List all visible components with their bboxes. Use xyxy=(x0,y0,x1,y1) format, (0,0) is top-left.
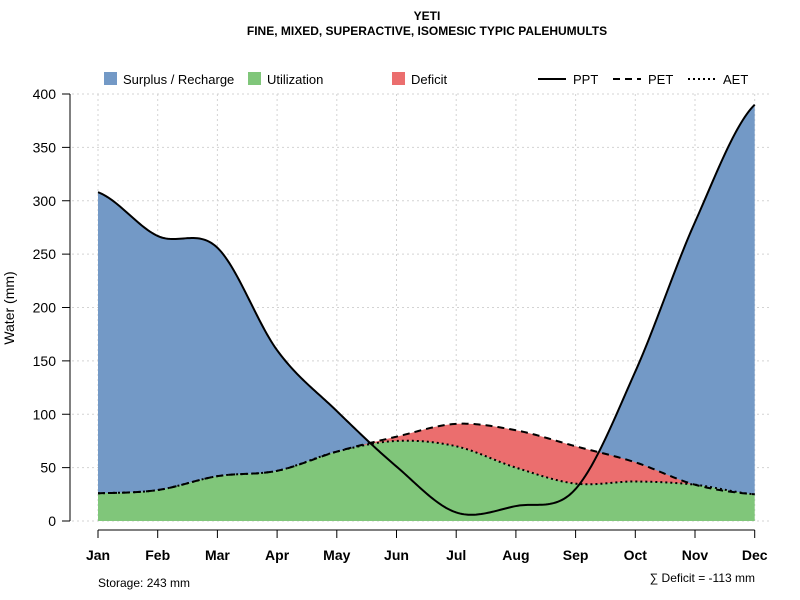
y-tick-label-50: 50 xyxy=(40,460,56,476)
legend-label-deficit: Deficit xyxy=(411,72,448,87)
y-tick-label-250: 250 xyxy=(33,246,57,262)
legend: Surplus / Recharge Utilization Deficit P… xyxy=(104,72,748,87)
y-tick-label-0: 0 xyxy=(48,513,56,529)
series-line-ppt xyxy=(97,103,756,516)
x-tick-label-may: May xyxy=(323,547,350,563)
chart-subtitle: FINE, MIXED, SUPERACTIVE, ISOMESIC TYPIC… xyxy=(247,24,607,38)
legend-swatch-surplus xyxy=(104,72,117,85)
axis-layer: 0 50 100 150 200 250 300 350 400 Jan Feb Mar Apr May J… xyxy=(33,86,768,563)
y-axis-label: Water (mm) xyxy=(1,271,17,344)
x-tick-label-jan: Jan xyxy=(86,547,110,563)
y-tick-label-400: 400 xyxy=(33,86,57,102)
deficit-area xyxy=(356,423,694,485)
x-tick-label-sep: Sep xyxy=(563,547,589,563)
legend-label-pet: PET xyxy=(648,72,673,87)
series-line-aet xyxy=(97,439,755,496)
x-tick-label-nov: Nov xyxy=(682,547,709,563)
y-tick-label-100: 100 xyxy=(33,406,57,422)
chart-title: YETI xyxy=(414,9,441,23)
x-tick-label-oct: Oct xyxy=(624,547,648,563)
x-tick-label-mar: Mar xyxy=(205,547,230,563)
y-tick-label-300: 300 xyxy=(33,193,57,209)
surplus-recharge-area xyxy=(98,104,755,495)
y-tick-label-350: 350 xyxy=(33,139,57,155)
x-tick-label-apr: Apr xyxy=(265,547,290,563)
x-tick-label-feb: Feb xyxy=(145,547,170,563)
deficit-note: ∑ Deficit = -113 mm xyxy=(650,571,755,585)
legend-swatch-utilization xyxy=(248,72,261,85)
x-tick-label-aug: Aug xyxy=(502,547,529,563)
line-layer xyxy=(97,103,756,516)
storage-note: Storage: 243 mm xyxy=(98,576,190,590)
utilization-area xyxy=(98,440,755,521)
legend-label-surplus: Surplus / Recharge xyxy=(123,72,234,87)
x-tick-label-jun: Jun xyxy=(384,547,409,563)
x-tick-label-jul: Jul xyxy=(446,547,466,563)
legend-label-utilization: Utilization xyxy=(267,72,323,87)
area-layer xyxy=(98,104,755,521)
legend-label-ppt: PPT xyxy=(573,72,598,87)
y-tick-label-200: 200 xyxy=(33,300,57,316)
x-tick-label-dec: Dec xyxy=(742,547,768,563)
legend-swatch-deficit xyxy=(392,72,405,85)
legend-label-aet: AET xyxy=(723,72,748,87)
y-tick-label-150: 150 xyxy=(33,353,57,369)
